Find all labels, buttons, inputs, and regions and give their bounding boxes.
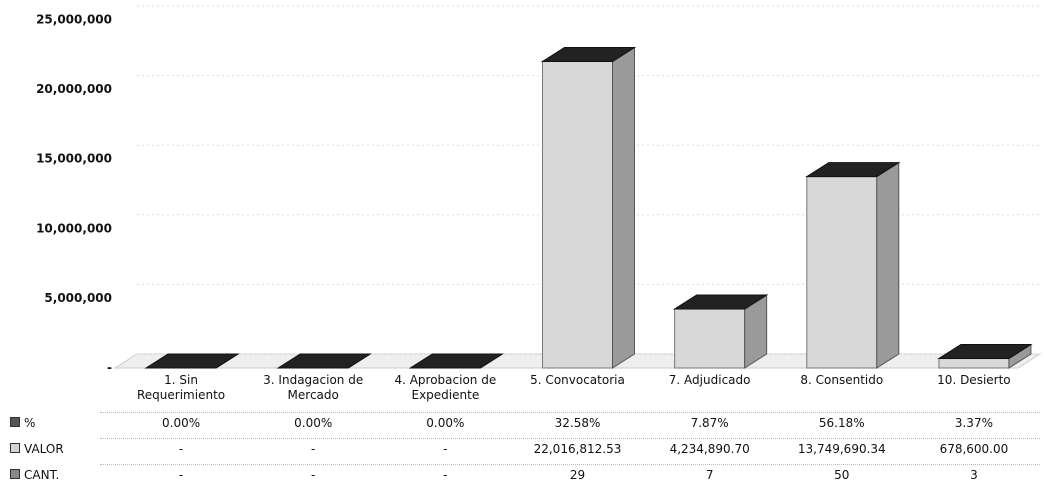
bar-side: [612, 46, 635, 369]
data-label: -: [443, 442, 448, 456]
bar-top: [276, 353, 372, 369]
legend-key: [10, 443, 20, 453]
y-tick-label: 20,000,000: [36, 82, 112, 96]
bar-top: [937, 344, 1033, 360]
legend-key: [10, 469, 20, 479]
bar-front: [674, 308, 746, 369]
legend-label: CANT.: [24, 468, 60, 482]
legend-key: [10, 417, 20, 427]
x-tick-label: 3. Indagacion de Mercado: [263, 373, 364, 402]
bar-front: [542, 61, 613, 369]
data-label: -: [311, 468, 316, 482]
x-tick-label: 8. Consentido: [800, 373, 884, 387]
bar-top: [805, 162, 901, 178]
table-line: [100, 464, 1040, 465]
bar-top: [540, 47, 637, 63]
y-tick-label: -: [107, 361, 112, 371]
data-label: 50: [834, 468, 850, 482]
x-tick-label: 10. Desierto: [937, 373, 1011, 387]
bar-front: [806, 176, 878, 369]
table-line: [100, 412, 1040, 413]
data-label: 13,749,690.34: [797, 442, 886, 456]
bar-top: [144, 353, 240, 369]
bar-top: [408, 353, 505, 369]
data-label: 3: [970, 468, 978, 482]
x-tick-label: 7. Adjudicado: [668, 373, 751, 387]
y-tick-label: 15,000,000: [36, 152, 112, 166]
data-label: 0.00%: [294, 416, 333, 430]
data-label: 29: [569, 468, 586, 482]
x-tick-label: 5. Convocatoria: [530, 373, 625, 387]
data-label: 22,016,812.53: [533, 442, 622, 456]
data-label: 7.87%: [690, 416, 729, 430]
data-label: 3.37%: [954, 416, 993, 430]
data-label: 56.18%: [818, 416, 865, 430]
legend-entry: CANT.: [10, 468, 59, 482]
bar-top: [672, 294, 769, 310]
data-label: 0.00%: [162, 416, 201, 430]
data-label: -: [311, 442, 316, 456]
chart: - 5,000,000 10,000,000 15,000,000 20,000,000…: [36, 5, 1042, 371]
y-tick-label: 5,000,000: [44, 291, 112, 305]
data-label: 32.58%: [554, 416, 601, 430]
data-label: -: [178, 442, 184, 456]
bar-side: [876, 161, 900, 369]
bar-front: [938, 358, 1010, 369]
data-label: 4,234,890.70: [669, 442, 750, 456]
data-label: 7: [705, 468, 714, 482]
data-label: -: [178, 468, 184, 482]
data-label: -: [443, 468, 448, 482]
legend-label: VALOR: [24, 442, 64, 456]
legend-entry: VALOR: [10, 442, 64, 456]
x-tick-label: 1. Sin Requerimiento: [137, 373, 226, 402]
table-line: [100, 438, 1040, 439]
y-tick-label: 25,000,000: [36, 13, 112, 27]
legend-entry: %: [10, 416, 35, 430]
data-label: 0.00%: [426, 416, 465, 430]
x-tick-label: 4. Aprobacion de Expediente: [394, 373, 497, 402]
y-tick-label: 10,000,000: [36, 221, 112, 235]
legend-label: %: [24, 416, 36, 430]
data-label: 678,600.00: [939, 442, 1009, 456]
